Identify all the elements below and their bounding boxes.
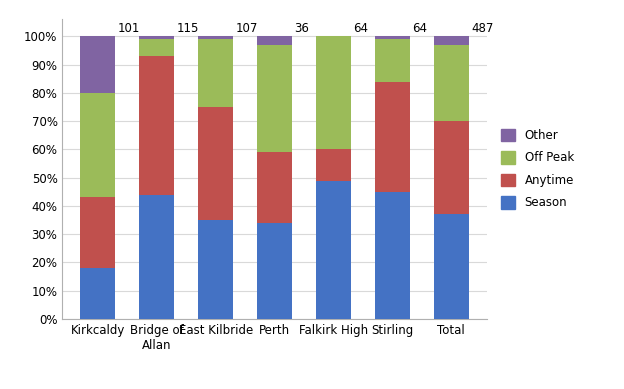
Bar xyxy=(198,107,233,220)
Text: 64: 64 xyxy=(412,22,427,35)
Bar xyxy=(375,82,410,192)
Bar xyxy=(139,194,174,319)
Bar xyxy=(198,39,233,107)
Bar xyxy=(434,214,469,319)
Bar xyxy=(198,37,233,39)
Bar xyxy=(80,93,115,198)
Bar xyxy=(257,223,292,319)
Bar xyxy=(434,37,469,45)
Bar xyxy=(139,56,174,194)
Bar xyxy=(316,37,351,149)
Bar xyxy=(316,149,351,180)
Bar xyxy=(375,192,410,319)
Text: 64: 64 xyxy=(354,22,369,35)
Bar xyxy=(375,39,410,82)
Bar xyxy=(139,37,174,39)
Text: 107: 107 xyxy=(236,22,258,35)
Bar xyxy=(375,37,410,39)
Legend: Other, Off Peak, Anytime, Season: Other, Off Peak, Anytime, Season xyxy=(501,129,574,209)
Bar xyxy=(80,268,115,319)
Bar xyxy=(257,152,292,223)
Bar xyxy=(434,121,469,214)
Text: 487: 487 xyxy=(471,22,494,35)
Text: 101: 101 xyxy=(118,22,140,35)
Bar xyxy=(257,37,292,45)
Bar xyxy=(434,45,469,121)
Bar xyxy=(80,198,115,268)
Bar xyxy=(139,39,174,56)
Text: 115: 115 xyxy=(177,22,199,35)
Bar xyxy=(198,220,233,319)
Text: 36: 36 xyxy=(295,22,310,35)
Bar xyxy=(316,180,351,319)
Bar xyxy=(80,37,115,93)
Bar xyxy=(257,45,292,152)
